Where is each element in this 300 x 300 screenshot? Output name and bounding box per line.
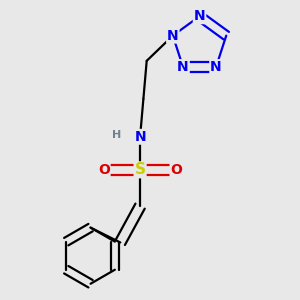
Text: N: N <box>177 60 189 74</box>
Text: N: N <box>210 60 222 74</box>
Text: N: N <box>167 28 179 43</box>
Text: N: N <box>194 9 205 23</box>
Text: O: O <box>98 163 110 177</box>
Text: S: S <box>135 162 146 177</box>
Text: H: H <box>112 130 122 140</box>
Text: O: O <box>170 163 182 177</box>
Text: N: N <box>134 130 146 144</box>
